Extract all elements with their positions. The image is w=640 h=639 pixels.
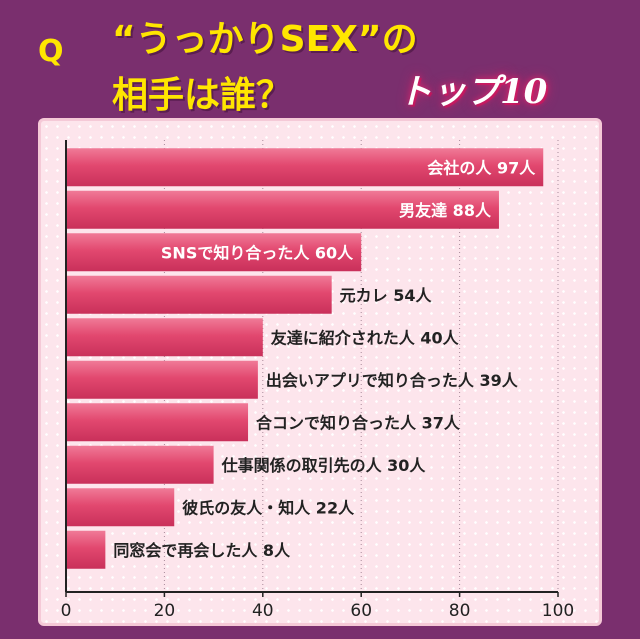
bar-1 xyxy=(66,148,544,187)
x-tick-label-40: 40 xyxy=(252,601,274,621)
data-label-10: 同窓会で再会した人 8人 xyxy=(113,541,291,560)
x-tick-label-0: 0 xyxy=(61,601,72,621)
bar-2 xyxy=(66,190,499,229)
title-line-1: “うっかりSEX”の xyxy=(112,19,418,60)
data-label-3: SNSで知り合った人 60人 xyxy=(161,243,354,262)
data-label-4: 元カレ 54人 xyxy=(340,286,433,305)
bar-8 xyxy=(66,445,214,484)
bar-10 xyxy=(66,530,106,569)
data-label-5: 友達に紹介された人 40人 xyxy=(271,328,460,347)
data-label-2: 男友達 88人 xyxy=(399,201,492,220)
top10-badge: トップ10 xyxy=(398,72,548,112)
bar-6 xyxy=(66,360,258,399)
x-tick-label-100: 100 xyxy=(542,601,574,621)
data-label-1: 会社の人 97人 xyxy=(427,158,536,177)
data-label-9: 彼氏の友人・知人 22人 xyxy=(182,498,355,517)
bar-3 xyxy=(66,233,362,272)
bar-layer xyxy=(66,148,544,569)
q-mark: Q xyxy=(38,34,64,69)
data-label-7: 合コンで知り合った人 37人 xyxy=(256,413,461,432)
title-line-2: 相手は誰？ xyxy=(112,75,293,116)
axis-layer: 0 20 40 60 80 100 xyxy=(61,140,574,621)
x-tick-label-80: 80 xyxy=(449,601,471,621)
bar-4 xyxy=(66,275,332,314)
data-label-6: 出会いアプリで知り合った人 39人 xyxy=(266,371,519,390)
x-tick-label-20: 20 xyxy=(154,601,176,621)
bar-9 xyxy=(66,488,175,527)
x-tick-label-60: 60 xyxy=(350,601,372,621)
bar-7 xyxy=(66,403,249,442)
data-label-8: 仕事関係の取引先の人 30人 xyxy=(221,456,427,475)
bar-5 xyxy=(66,318,263,357)
